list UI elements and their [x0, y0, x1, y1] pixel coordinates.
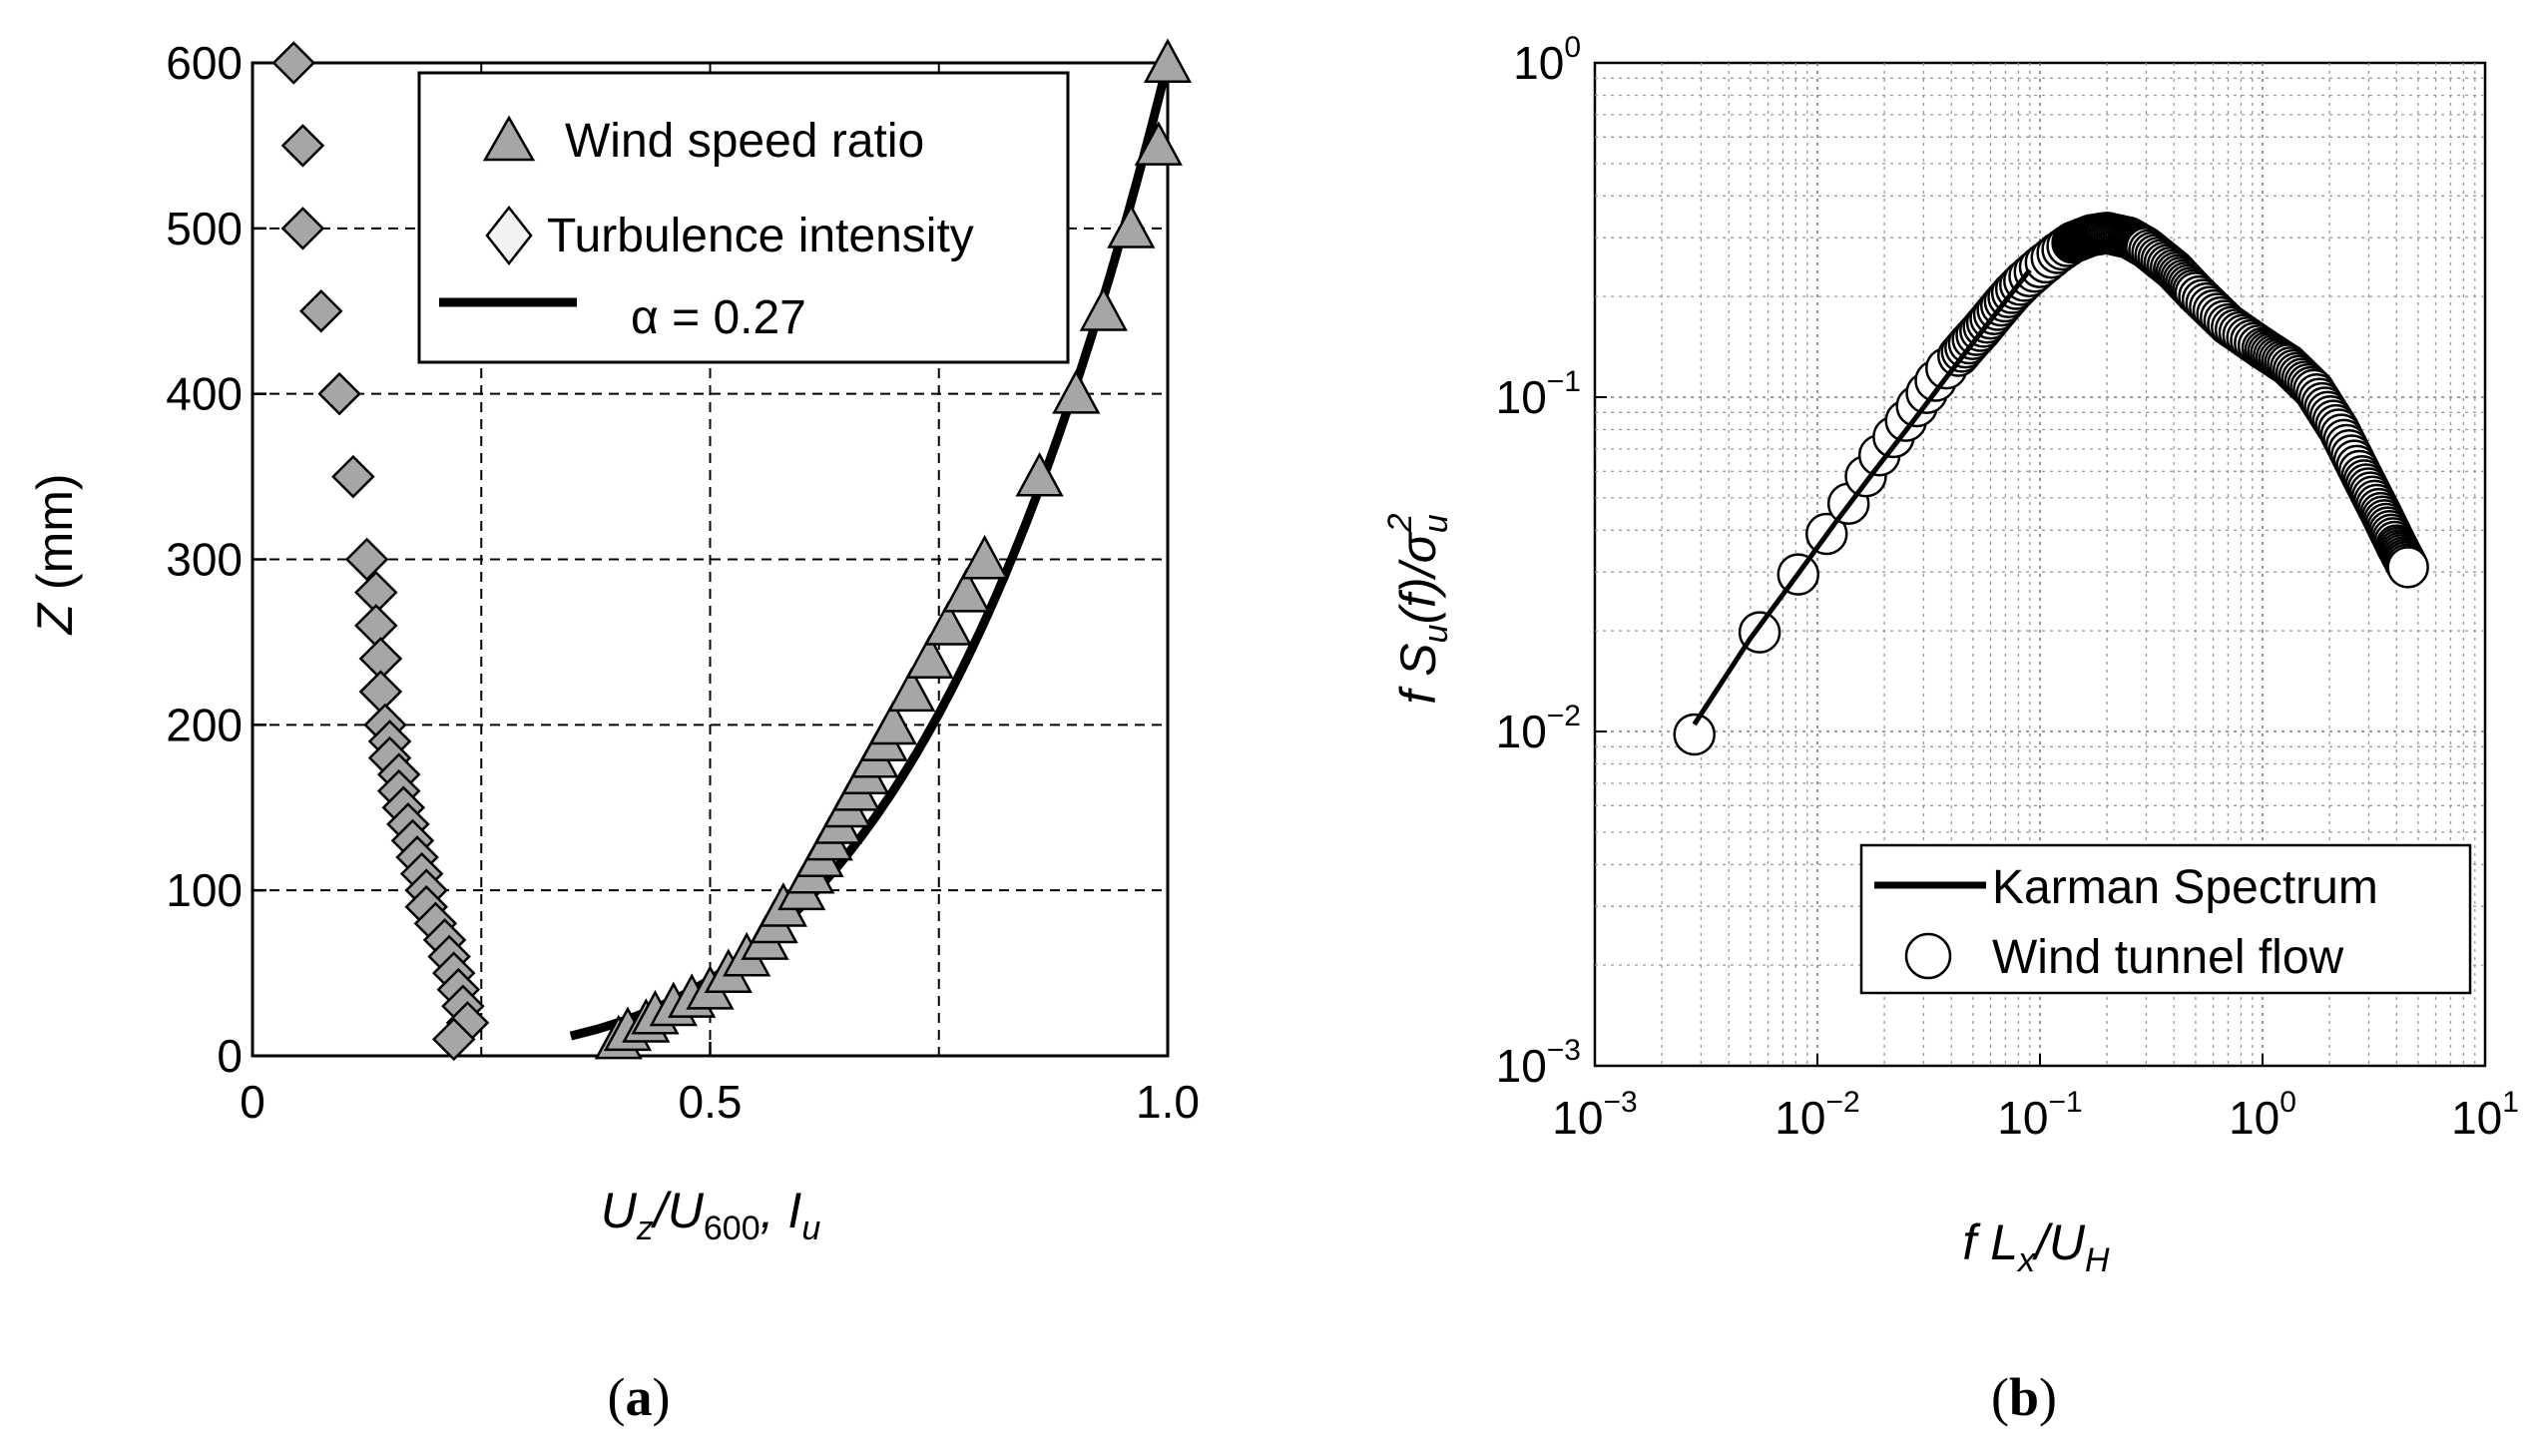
- legend-diamond-marker: [485, 205, 533, 266]
- chart-a-diamond-point: [344, 537, 389, 582]
- chart-a-y-axis-title: Z (mm): [27, 473, 83, 635]
- legend-entry-turbulence-intensity: Turbulence intensity: [547, 210, 974, 262]
- chart-b-x-axis-title: f Lx/UH: [1962, 1214, 2110, 1279]
- chart-a-triangle-point: [1052, 369, 1101, 414]
- legend-entry-karman-spectrum: Karman Spectrum: [1992, 861, 2378, 914]
- chart-a-y-tick-label: 400: [166, 368, 243, 420]
- chart-a: 0 100 200 300 400 500 600 0 0.5 1.0 Wind speed ra…: [27, 37, 1200, 1427]
- panel-label-b: (b): [1991, 1367, 2057, 1427]
- chart-a-x-axis-title: Uz/U600, Iu: [601, 1183, 821, 1247]
- chart-a-legend-box: [417, 71, 1070, 364]
- chart-b-legend: Karman Spectrum Wind tunnel flow: [1859, 843, 2472, 995]
- chart-b-ticks: 10−3 10−2 10−1 100 101 10−3 10−2 10−1 100: [1496, 31, 2519, 1144]
- chart-a-y-tick-label: 100: [166, 864, 243, 916]
- chart-b-y-tick-label: 10−2: [1496, 700, 1581, 757]
- chart-b-karman-line: [1692, 268, 2032, 727]
- chart-b: 10−3 10−2 10−1 100 101 10−3 10−2 10−1 100 Karman…: [1381, 31, 2519, 1427]
- chart-a-triangle-point: [960, 534, 1009, 580]
- chart-a-triangle-point: [1134, 121, 1183, 166]
- chart-a-x-tick-label: 0.5: [679, 1076, 743, 1128]
- chart-a-diamond-point: [317, 371, 361, 416]
- chart-b-circle-point: [1673, 713, 1716, 756]
- chart-b-circle-point: [2386, 546, 2429, 589]
- chart-a-triangle-point: [1015, 451, 1064, 497]
- chart-a-diamond-point: [271, 41, 316, 85]
- chart-b-legend-box: [1859, 843, 2472, 995]
- chart-a-triangle-point: [942, 568, 991, 613]
- chart-a-y-tick-label: 300: [166, 534, 243, 586]
- chart-a-triangle-point: [868, 700, 917, 745]
- chart-b-y-axis-title: f Su(f)/σu2: [1381, 513, 1455, 704]
- chart-a-y-tick-label: 0: [217, 1030, 243, 1082]
- chart-a-diamond-point: [431, 1017, 476, 1062]
- chart-a-diamond-point: [299, 288, 343, 333]
- chart-b-x-tick-label: 10−1: [1997, 1086, 2082, 1144]
- chart-a-series: [271, 38, 1193, 1062]
- chart-b-x-tick-label: 10−2: [1774, 1086, 1859, 1144]
- chart-b-x-tick-label: 100: [2229, 1086, 2296, 1144]
- chart-a-x-tick-label: 1.0: [1136, 1076, 1200, 1128]
- chart-a-triangle-point: [1143, 38, 1193, 83]
- chart-a-y-tick-label: 500: [166, 203, 243, 254]
- chart-b-x-tick-label: 10−3: [1552, 1086, 1637, 1144]
- chart-a-diamond-point: [280, 124, 325, 168]
- legend-entry-wind-tunnel-flow: Wind tunnel flow: [1992, 931, 2344, 984]
- chart-a-triangle-point: [1107, 204, 1156, 248]
- chart-a-ticks: 0 100 200 300 400 500 600 0 0.5 1.0: [166, 37, 1200, 1128]
- chart-a-x-tick-label: 0: [240, 1076, 265, 1128]
- chart-a-triangle-point: [923, 601, 973, 646]
- chart-b-y-tick-label: 100: [1513, 31, 1581, 89]
- chart-a-triangle-point: [905, 634, 954, 679]
- chart-b-y-tick-label: 10−1: [1496, 365, 1581, 423]
- chart-a-legend: Wind speed ratio Turbulence intensity α …: [417, 71, 1070, 364]
- legend-entry-alpha: α = 0.27: [631, 291, 806, 344]
- chart-b-x-tick-label: 101: [2451, 1086, 2519, 1144]
- panel-label-a: (a): [608, 1367, 671, 1427]
- chart-a-y-tick-label: 200: [166, 699, 243, 750]
- chart-a-y-tick-label: 600: [166, 37, 243, 89]
- chart-a-diamond-point: [331, 454, 375, 499]
- chart-a-triangle-point: [1079, 286, 1128, 331]
- legend-entry-wind-speed-ratio: Wind speed ratio: [565, 115, 924, 168]
- legend-triangle-marker: [482, 115, 536, 162]
- chart-a-diamond-point: [280, 207, 325, 250]
- chart-a-grid: [253, 63, 1168, 1056]
- legend-circle-marker: [1904, 932, 1952, 980]
- chart-b-y-tick-label: 10−3: [1496, 1034, 1581, 1092]
- chart-a-triangle-point: [887, 667, 936, 713]
- chart-b-series: [1673, 212, 2429, 756]
